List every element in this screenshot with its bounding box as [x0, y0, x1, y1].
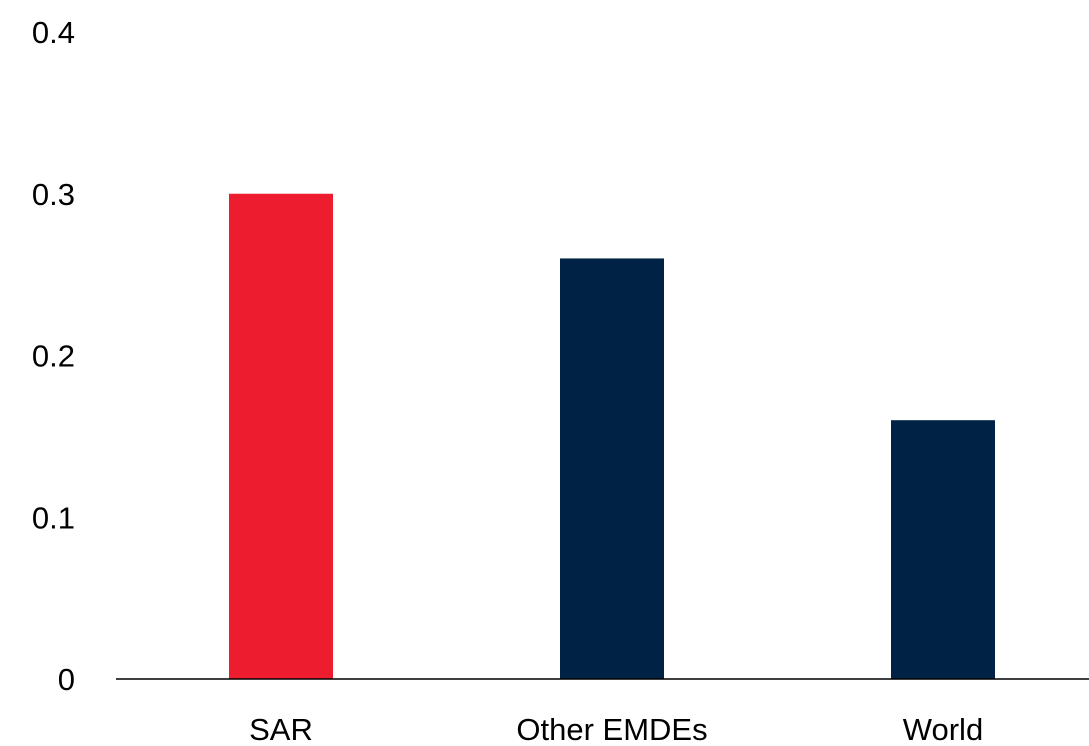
x-category-label: SAR	[249, 712, 313, 746]
y-tick-label: 0.1	[32, 500, 75, 535]
bar-world	[891, 420, 995, 679]
bars	[229, 193, 995, 679]
bar-other-emdes	[560, 258, 664, 679]
x-category-label: Other EMDEs	[516, 712, 707, 746]
y-axis-tick-labels: 0 0.1 0.2 0.3 0.4	[32, 15, 75, 697]
y-tick-label: 0.2	[32, 339, 75, 374]
bar-sar	[229, 193, 333, 679]
x-category-label: World	[903, 712, 983, 746]
y-tick-label: 0.3	[32, 177, 75, 212]
y-tick-label: 0	[58, 662, 75, 697]
y-tick-label: 0.4	[32, 15, 75, 50]
x-axis-category-labels: SAR Other EMDEs World	[249, 712, 983, 746]
